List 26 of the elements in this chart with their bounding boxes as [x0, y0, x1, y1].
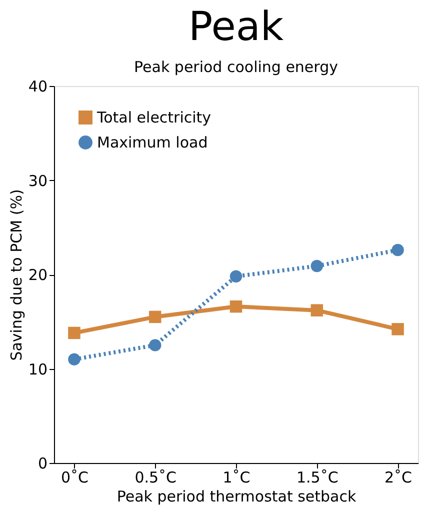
y-tick-label: 10: [28, 360, 48, 378]
x-tick-label: 0.5˚C: [134, 468, 177, 486]
chart-subtitle: Peak period cooling energy: [134, 58, 338, 76]
y-tick-label: 0: [38, 454, 48, 472]
point: [392, 323, 404, 336]
y-tick-label: 20: [28, 266, 48, 284]
y-tick-label: 40: [28, 78, 48, 96]
point: [148, 339, 162, 352]
x-tick-label: 2˚C: [384, 468, 412, 486]
x-axis-title: Peak period thermostat setback: [116, 488, 356, 506]
point: [310, 260, 324, 272]
x-tick-label: 1.5˚C: [296, 468, 338, 486]
x-tick-label: 0˚C: [60, 468, 88, 486]
chart-title: Peak: [188, 4, 284, 50]
point: [148, 310, 162, 324]
point: [68, 326, 80, 340]
legend-label: Maximum load: [97, 134, 208, 152]
point: [230, 270, 242, 282]
point: [392, 244, 404, 256]
point: [68, 353, 80, 366]
y-axis-title: Saving due to PCM (%): [7, 189, 26, 361]
x-tick-label: 1˚C: [222, 468, 250, 486]
y-tick-label: 30: [28, 172, 48, 190]
point: [230, 300, 242, 313]
legend-label: Total electricity: [96, 108, 212, 126]
point: [310, 304, 324, 316]
